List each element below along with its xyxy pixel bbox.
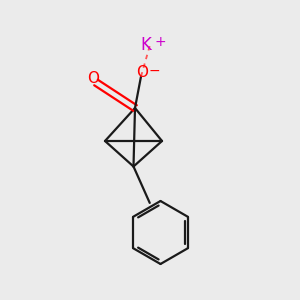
Text: O: O xyxy=(88,71,100,86)
Text: +: + xyxy=(155,35,166,49)
Text: O: O xyxy=(136,65,148,80)
Text: −: − xyxy=(149,64,160,78)
Text: K: K xyxy=(140,36,151,54)
